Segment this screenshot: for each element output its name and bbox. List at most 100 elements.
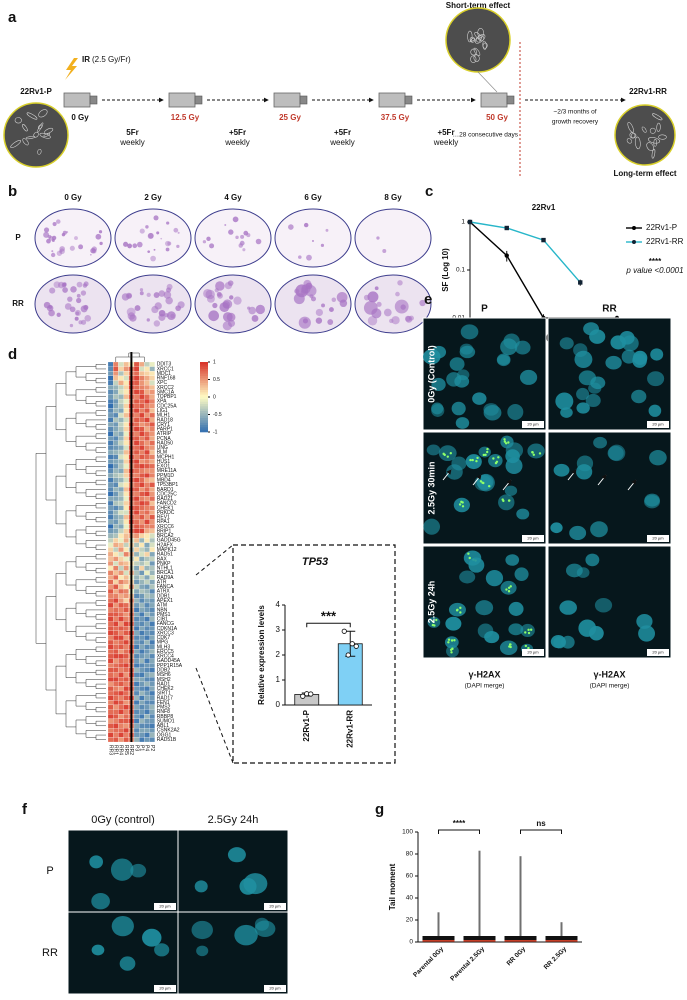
heatmap-cell bbox=[123, 542, 129, 548]
panel-letter: d bbox=[8, 346, 17, 363]
heatmap-cell bbox=[123, 621, 129, 627]
dose-label: 0 Gy bbox=[64, 193, 82, 202]
heatmap-cell bbox=[149, 616, 155, 622]
heatmap-cell bbox=[144, 389, 150, 395]
heatmap-cell bbox=[113, 723, 119, 729]
heatmap-cell bbox=[139, 621, 145, 627]
heatmap-cell bbox=[113, 695, 119, 701]
nucleus bbox=[477, 623, 494, 639]
heatmap-cell bbox=[118, 380, 124, 386]
sample-label: P1 bbox=[138, 745, 144, 751]
heatmap-cell bbox=[149, 621, 155, 627]
heatmap-cell bbox=[133, 528, 140, 534]
colony bbox=[153, 215, 159, 221]
heatmap-cell bbox=[144, 732, 150, 738]
dendrogram bbox=[65, 700, 76, 728]
colony bbox=[374, 286, 379, 291]
heatmap-cell bbox=[133, 649, 140, 655]
heatmap-cell bbox=[144, 524, 150, 529]
dendrogram bbox=[45, 406, 56, 501]
heatmap-cell bbox=[133, 681, 140, 687]
colony bbox=[240, 234, 245, 239]
heatmap-cell bbox=[118, 551, 124, 557]
heatmap-cell bbox=[133, 375, 140, 381]
heatmap-cell bbox=[133, 542, 140, 548]
heatmap-cell bbox=[144, 644, 150, 650]
foci bbox=[524, 631, 527, 634]
label: growth recovery bbox=[552, 119, 599, 126]
legend-marker bbox=[632, 240, 636, 244]
y-tick-label: 0 bbox=[276, 700, 281, 709]
heatmap-cell bbox=[144, 690, 150, 696]
heatmap-cell bbox=[133, 454, 140, 460]
heatmap-cell bbox=[144, 621, 150, 627]
label: 22Rv1-RR bbox=[629, 87, 667, 96]
colony bbox=[320, 243, 325, 247]
nucleus bbox=[426, 444, 441, 456]
heatmap-cell bbox=[133, 417, 140, 423]
gene-label: RAD51 bbox=[157, 552, 173, 558]
heatmap-cell bbox=[118, 607, 124, 613]
heatmap-cell bbox=[123, 519, 129, 525]
heatmap-cell bbox=[113, 454, 119, 460]
heatmap-cell bbox=[118, 417, 124, 423]
nucleus bbox=[507, 403, 524, 420]
gene-label: XPC bbox=[157, 380, 168, 386]
foci bbox=[451, 647, 454, 650]
heatmap-cell bbox=[107, 579, 114, 585]
gene-label: MSH6 bbox=[157, 672, 171, 678]
colony bbox=[339, 299, 348, 308]
colony bbox=[321, 303, 326, 308]
heatmap-cell bbox=[107, 677, 114, 682]
heatmap-cell bbox=[107, 551, 114, 557]
point bbox=[308, 691, 314, 697]
heatmap-cell bbox=[139, 487, 145, 492]
heatmap-cell bbox=[149, 514, 155, 520]
colorbar bbox=[200, 383, 208, 386]
heatmap-cell bbox=[118, 500, 124, 506]
nucleus bbox=[453, 497, 470, 513]
colony bbox=[80, 290, 87, 296]
point-cloud bbox=[545, 936, 578, 942]
point-spread bbox=[437, 912, 440, 942]
colony bbox=[153, 292, 160, 299]
heatmap-cell bbox=[133, 449, 140, 455]
plate bbox=[274, 208, 352, 268]
heatmap-cell bbox=[118, 408, 124, 414]
fit-line bbox=[469, 221, 617, 319]
heatmap-cell bbox=[113, 718, 119, 724]
foci bbox=[527, 631, 531, 635]
colony bbox=[146, 318, 150, 322]
colony bbox=[127, 293, 132, 299]
heatmap-cell bbox=[123, 496, 129, 502]
heatmap-cell bbox=[113, 389, 119, 395]
foci bbox=[524, 644, 528, 648]
significance: **** bbox=[649, 257, 662, 266]
nucleus bbox=[431, 403, 445, 417]
heatmap-cell bbox=[113, 704, 119, 710]
heatmap-cell bbox=[107, 588, 114, 594]
heatmap-cell bbox=[133, 630, 140, 636]
heatmap-cell bbox=[139, 366, 145, 372]
heatmap-cell bbox=[118, 537, 124, 543]
scale-bar-box bbox=[647, 421, 669, 428]
gene-label: NTHL1 bbox=[157, 566, 173, 572]
colony bbox=[64, 303, 72, 310]
nucleus bbox=[483, 405, 502, 421]
heatmap-cell bbox=[107, 361, 114, 367]
heatmap-cell bbox=[123, 639, 129, 645]
heatmap-cell bbox=[123, 514, 129, 520]
colony bbox=[76, 281, 83, 288]
heatmap-cell bbox=[133, 704, 140, 710]
scale-bar-box bbox=[647, 535, 669, 542]
nucleus bbox=[508, 623, 524, 636]
gene-label: FANCD2 bbox=[157, 501, 177, 507]
heatmap-cell bbox=[149, 394, 155, 400]
heatmap-cell bbox=[107, 445, 114, 451]
heatmap-cell bbox=[144, 663, 150, 668]
nucleus bbox=[459, 570, 476, 584]
heatmap-cell bbox=[139, 403, 145, 409]
heatmap-cell bbox=[133, 626, 140, 631]
column-label: 0Gy (control) bbox=[91, 814, 155, 826]
heatmap-cell bbox=[133, 727, 140, 733]
